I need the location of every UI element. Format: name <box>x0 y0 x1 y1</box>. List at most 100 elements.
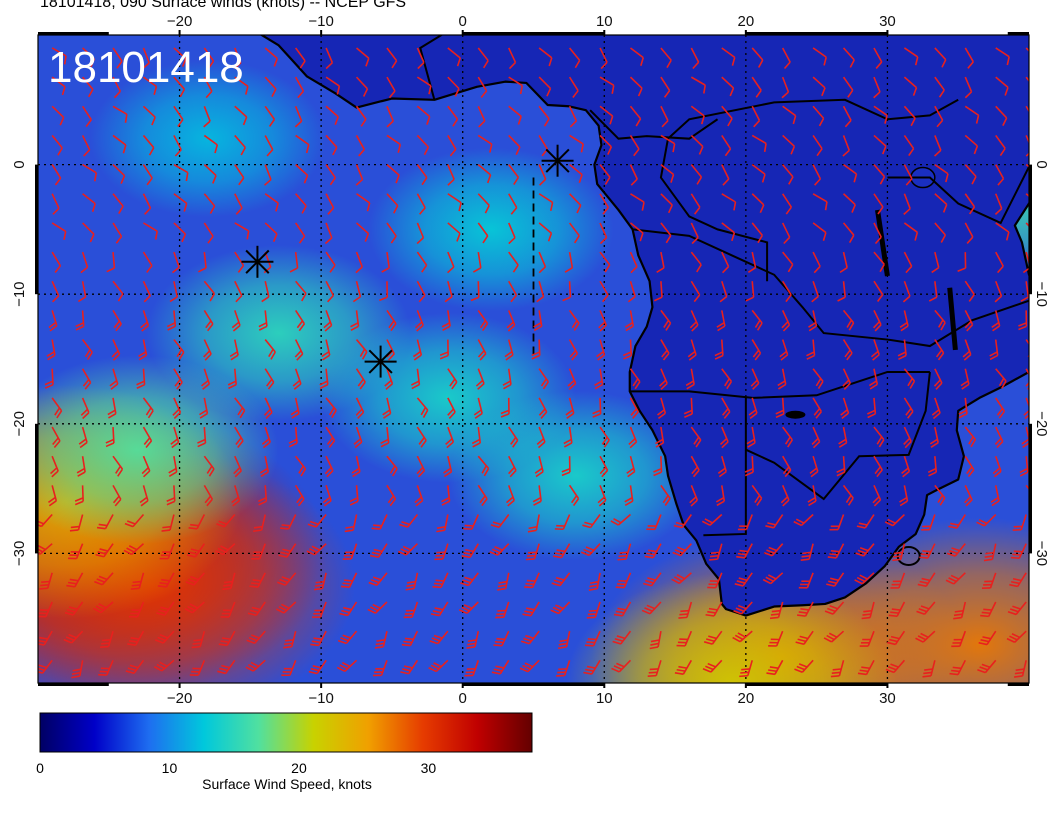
wind-barb <box>888 601 906 618</box>
wind-barb <box>386 76 396 99</box>
wind-barb <box>903 368 916 389</box>
wind-barb <box>98 660 114 676</box>
frame-band <box>745 683 888 686</box>
wind-barb <box>368 572 388 587</box>
okavango-feature <box>785 410 806 419</box>
wind-barb <box>721 164 730 186</box>
wind-barb <box>806 339 816 360</box>
colorbar-tick-label: 10 <box>162 760 178 776</box>
wind-barb <box>990 485 1000 507</box>
wind-barb <box>886 630 906 646</box>
wind-barb <box>295 164 309 184</box>
wind-barb <box>617 543 632 561</box>
wind-barb <box>739 660 753 678</box>
wind-barb <box>1025 222 1029 236</box>
wind-barb <box>641 601 662 615</box>
wind-barb <box>536 281 545 303</box>
wind-barb <box>1020 281 1029 302</box>
wind-barb <box>173 193 188 212</box>
wind-barb <box>689 310 699 332</box>
wind-barb <box>172 397 182 420</box>
wind-barb <box>995 251 1004 274</box>
wind-barb <box>416 164 428 186</box>
wind-barb <box>629 397 639 419</box>
wind-barb <box>447 193 462 212</box>
wind-barb <box>687 339 697 361</box>
wind-barb <box>934 163 949 183</box>
wind-barb <box>215 543 236 556</box>
wind-barb <box>823 630 845 643</box>
wind-barb <box>538 251 547 274</box>
wind-barb <box>629 222 644 242</box>
wind-barb <box>983 543 997 562</box>
wind-barb <box>112 164 126 184</box>
wind-barb <box>690 222 699 245</box>
wind-barb <box>777 368 787 390</box>
wind-barb <box>38 543 53 555</box>
wind-barb <box>382 397 392 419</box>
wind-barb <box>580 543 601 557</box>
wind-barb <box>460 572 479 587</box>
wind-barb <box>1009 572 1027 588</box>
wind-barb <box>800 543 814 561</box>
wind-barb <box>247 601 266 617</box>
wind-barb <box>781 76 790 99</box>
wind-barb <box>508 280 518 303</box>
wind-barb <box>921 514 936 531</box>
wind-barb <box>705 601 723 617</box>
wind-barb <box>217 659 236 675</box>
wind-barb <box>660 309 672 331</box>
wind-barb <box>599 134 613 155</box>
wind-barb <box>840 397 850 420</box>
wind-barb <box>264 164 272 186</box>
wind-barb <box>170 426 180 449</box>
wind-barb <box>386 105 394 128</box>
wind-barb <box>319 368 329 390</box>
storm-markers <box>241 144 574 378</box>
wind-barb <box>903 193 911 215</box>
wind-barb <box>885 659 906 674</box>
lat-label-right: 0 <box>1033 160 1050 168</box>
wind-barb <box>504 339 514 361</box>
wind-barb <box>538 47 553 67</box>
wind-barb <box>599 280 609 303</box>
wind-barb <box>916 601 936 616</box>
wind-barb <box>51 397 63 419</box>
wind-barb <box>809 455 819 478</box>
wind-barb <box>203 76 213 99</box>
wind-barb <box>100 630 114 649</box>
wind-barb <box>622 339 633 360</box>
wind-barb <box>873 222 882 245</box>
wind-barb <box>325 426 336 448</box>
wind-barb <box>47 485 58 507</box>
wind-barb <box>933 368 943 390</box>
wind-barb <box>295 134 310 154</box>
wind-barb <box>497 572 510 591</box>
wind-barb <box>953 601 967 620</box>
wind-barb <box>794 659 814 673</box>
wind-barb <box>901 455 911 478</box>
wind-barb <box>94 572 114 586</box>
wind-barb <box>356 193 371 212</box>
wind-barb <box>491 659 510 675</box>
wind-barb <box>568 339 579 361</box>
wind-barb <box>717 455 727 478</box>
wind-barb <box>39 572 53 590</box>
lon-label-bottom: −10 <box>308 690 333 707</box>
wind-barb <box>416 76 432 95</box>
wind-barb <box>159 543 175 560</box>
wind-barb <box>746 426 756 448</box>
wind-barb <box>142 193 152 215</box>
wind-barb <box>369 543 388 559</box>
wind-barb <box>189 660 206 676</box>
wind-barb <box>838 426 848 448</box>
wind-barb <box>130 572 145 590</box>
wind-barb <box>842 368 852 390</box>
wind-barb <box>569 134 584 153</box>
wind-barb <box>626 455 636 478</box>
wind-barb <box>412 339 423 361</box>
wind-barb <box>51 134 63 156</box>
wind-barb <box>582 514 601 529</box>
wind-barb <box>234 105 248 126</box>
wind-barb <box>416 455 426 478</box>
